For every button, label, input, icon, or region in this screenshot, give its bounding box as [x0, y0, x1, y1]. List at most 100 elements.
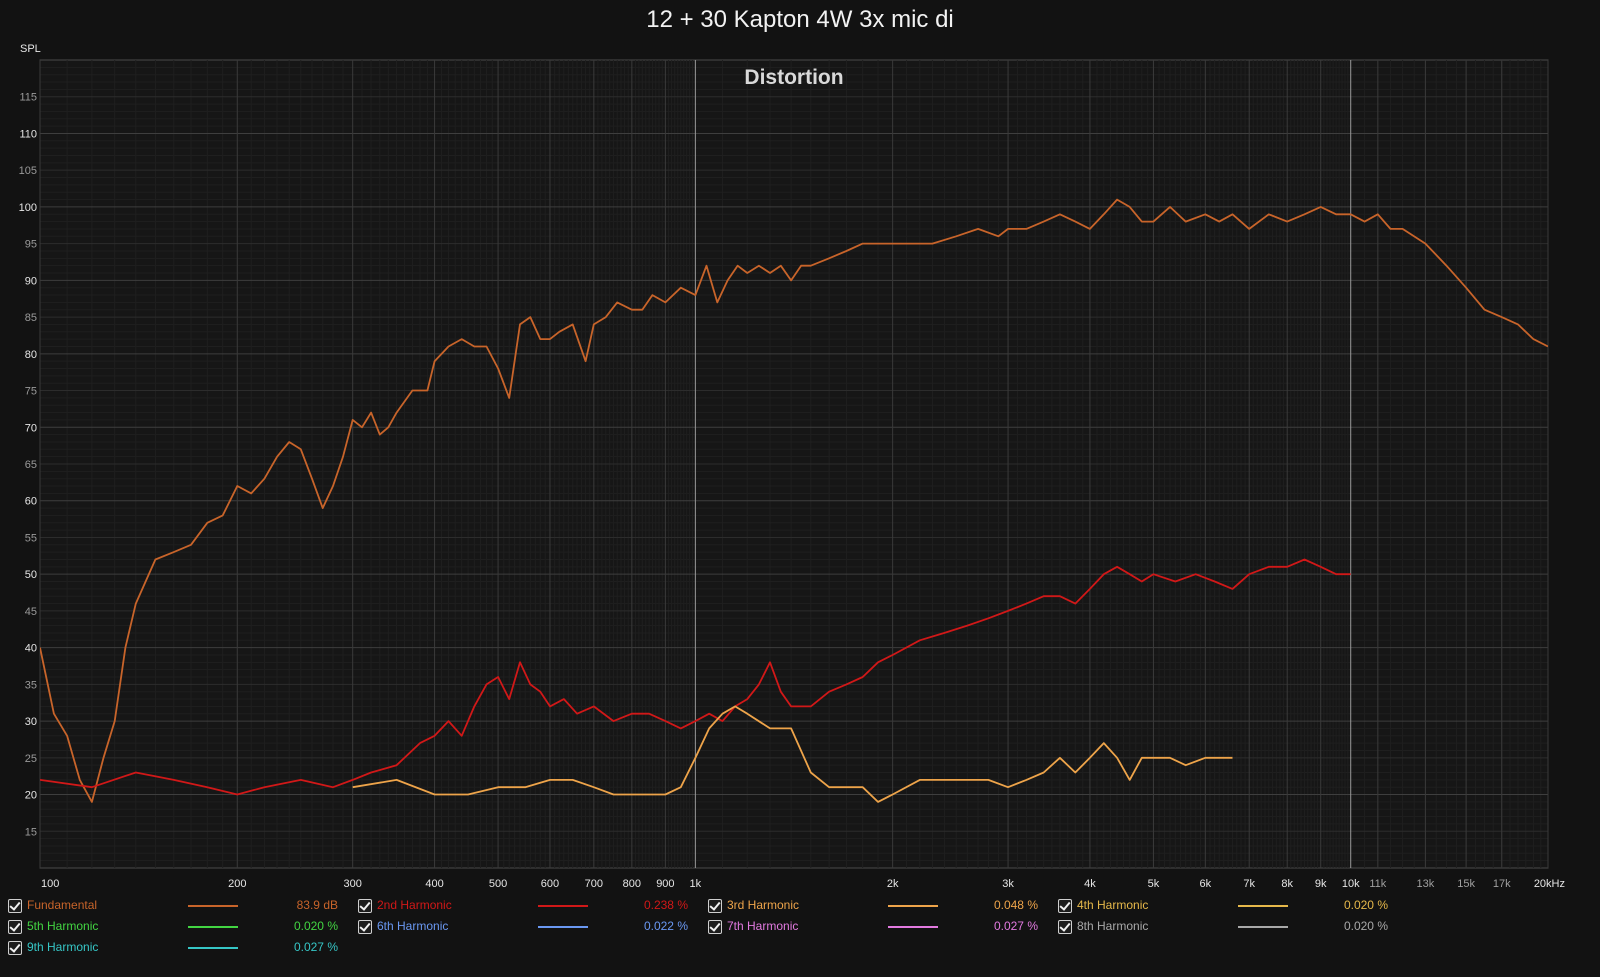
legend-swatch — [188, 926, 238, 928]
x-tick-label: 9k — [1315, 878, 1327, 890]
y-axis: 15 20 25 30 35 40 45 50 55 60 65 70 75 80 85 90 95 100 105… — [19, 92, 37, 839]
x-tick-label: 200 — [228, 878, 246, 890]
x-tick-label: 6k — [1200, 878, 1212, 890]
x-tick-label: 17k — [1493, 878, 1511, 890]
x-tick-label: 300 — [344, 878, 362, 890]
plot-title: Distortion — [744, 66, 843, 89]
x-tick-label: 3k — [1002, 878, 1014, 890]
legend-value: 83.9 dB — [296, 898, 338, 912]
legend-item-8th-harmonic: 8th Harmonic 0.020 % — [1058, 917, 1398, 937]
y-tick-label: 100 — [19, 202, 37, 214]
legend-value: 0.022 % — [643, 919, 688, 933]
y-tick-label: 70 — [25, 422, 37, 434]
legend-value: 0.027 % — [993, 919, 1038, 933]
legend-swatch — [1238, 905, 1288, 907]
y-tick-label: 35 — [25, 679, 37, 691]
legend-value: 0.238 % — [643, 898, 688, 912]
y-tick-label: 110 — [19, 128, 37, 140]
x-tick-label: 100 — [41, 878, 59, 890]
y-tick-label: 25 — [25, 753, 37, 765]
y-tick-label: 60 — [25, 496, 37, 508]
x-tick-label: 7k — [1243, 878, 1255, 890]
x-tick-label: 4k — [1084, 878, 1096, 890]
x-tick-label: 1k — [690, 878, 702, 890]
legend-label: 2nd Harmonic — [377, 898, 452, 912]
x-tick-label: 8k — [1281, 878, 1293, 890]
y-tick-label: 15 — [25, 826, 37, 838]
x-tick-label: 11k — [1369, 878, 1386, 890]
legend-swatch — [538, 905, 588, 907]
legend-checkbox-3rd-harmonic[interactable] — [708, 899, 722, 913]
y-tick-label: 65 — [25, 459, 37, 471]
legend-item-fundamental: Fundamental 83.9 dB — [8, 896, 348, 916]
y-tick-label: 20 — [25, 790, 37, 802]
y-tick-label: 45 — [25, 606, 37, 618]
legend-value: 0.048 % — [993, 898, 1038, 912]
x-tick-label: 2k — [887, 878, 899, 890]
y-tick-label: 85 — [25, 312, 37, 324]
series-line-3rd-harmonic — [352, 705, 1233, 803]
y-tick-label: 30 — [25, 716, 37, 728]
legend-checkbox-2nd-harmonic[interactable] — [358, 899, 372, 913]
series-group — [40, 198, 1548, 803]
legend-label: 9th Harmonic — [27, 940, 99, 954]
y-axis-label: SPL — [20, 43, 41, 55]
x-tick-label: 13k — [1417, 878, 1435, 890]
legend-label: 4th Harmonic — [1077, 898, 1149, 912]
legend-checkbox-6th-harmonic[interactable] — [358, 920, 372, 934]
x-tick-label: 400 — [425, 878, 443, 890]
legend-item-3rd-harmonic: 3rd Harmonic 0.048 % — [708, 896, 1048, 916]
legend-checkbox-5th-harmonic[interactable] — [8, 920, 22, 934]
legend-value: 0.020 % — [293, 919, 338, 933]
y-tick-label: 115 — [19, 92, 37, 104]
x-tick-label: 20kHz — [1534, 878, 1565, 890]
legend-label: 6th Harmonic — [377, 919, 449, 933]
y-tick-label: 40 — [25, 643, 37, 655]
legend-item-2nd-harmonic: 2nd Harmonic 0.238 % — [358, 896, 698, 916]
legend-value: 0.020 % — [1343, 919, 1388, 933]
x-tick-label: 5k — [1148, 878, 1160, 890]
x-tick-label: 800 — [623, 878, 641, 890]
legend-item-7th-harmonic: 7th Harmonic 0.027 % — [708, 917, 1048, 937]
y-tick-label: 95 — [25, 239, 37, 251]
legend-swatch — [188, 947, 238, 949]
legend-checkbox-fundamental[interactable] — [8, 899, 22, 913]
x-tick-label: 700 — [585, 878, 603, 890]
series-line-fundamental — [40, 198, 1548, 803]
y-tick-label: 55 — [25, 532, 37, 544]
legend-swatch — [538, 926, 588, 928]
legend-item-6th-harmonic: 6th Harmonic 0.022 % — [358, 917, 698, 937]
legend-label: 5th Harmonic — [27, 919, 99, 933]
x-axis: 100 200 300 400 500 600 700 800 900 1k 2k 3k 4k 5k 6k 7… — [41, 878, 1565, 890]
legend-swatch — [188, 905, 238, 907]
y-tick-label: 50 — [25, 569, 37, 581]
y-tick-label: 75 — [25, 386, 37, 398]
x-tick-label: 15k — [1457, 878, 1475, 890]
legend-value: 0.020 % — [1343, 898, 1388, 912]
legend-checkbox-8th-harmonic[interactable] — [1058, 920, 1072, 934]
legend-swatch — [888, 926, 938, 928]
legend-checkbox-7th-harmonic[interactable] — [708, 920, 722, 934]
series-line-2nd-harmonic — [40, 558, 1351, 796]
x-tick-label: 900 — [656, 878, 674, 890]
legend-checkbox-9th-harmonic[interactable] — [8, 941, 22, 955]
chart-title: 12 + 30 Kapton 4W 3x mic di — [646, 6, 954, 33]
legend-label: 8th Harmonic — [1077, 919, 1149, 933]
legend-checkbox-4th-harmonic[interactable] — [1058, 899, 1072, 913]
y-tick-label: 80 — [25, 349, 37, 361]
legend-label: 3rd Harmonic — [727, 898, 800, 912]
legend-label: 7th Harmonic — [727, 919, 799, 933]
grid — [39, 60, 1549, 868]
legend-item-9th-harmonic: 9th Harmonic 0.027 % — [8, 938, 348, 958]
legend-swatch — [1238, 926, 1288, 928]
legend-item-4th-harmonic: 4th Harmonic 0.020 % — [1058, 896, 1398, 916]
legend-label: Fundamental — [27, 898, 98, 912]
legend-swatch — [888, 905, 938, 907]
legend-value: 0.027 % — [293, 940, 338, 954]
x-tick-label: 600 — [541, 878, 559, 890]
legend-item-5th-harmonic: 5th Harmonic 0.020 % — [8, 917, 348, 937]
y-tick-label: 105 — [19, 165, 37, 177]
y-tick-label: 90 — [25, 275, 37, 287]
x-tick-label: 500 — [489, 878, 507, 890]
